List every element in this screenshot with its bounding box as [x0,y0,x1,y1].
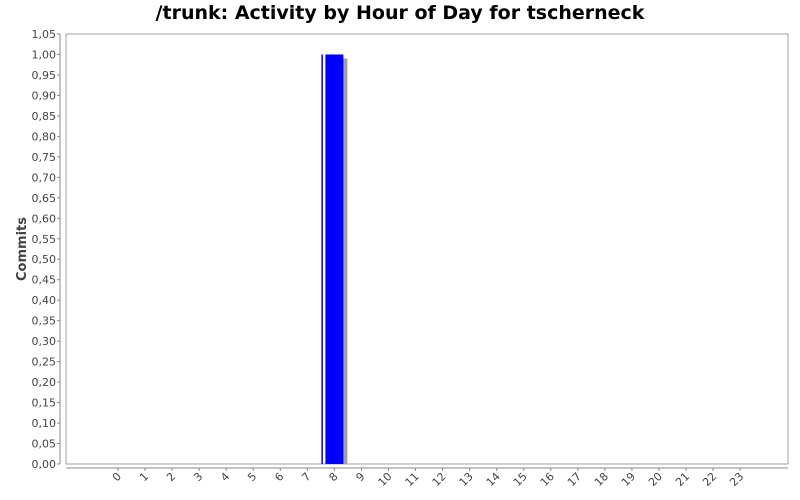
y-tick-label: 0,30 [32,335,57,348]
y-tick-label: 1,00 [32,48,57,61]
y-axis-label: Commits [15,217,30,281]
x-tick-label: 23 [727,470,746,489]
x-tick-label: 21 [673,470,692,489]
bars [321,54,348,464]
x-tick-label: 15 [511,470,530,489]
bar [325,54,344,464]
x-tick-label: 4 [218,470,232,484]
x-tick-label: 1 [137,470,151,484]
y-tick-label: 0,95 [32,69,57,82]
y-tick-label: 0,40 [32,294,57,307]
x-tick-label: 18 [592,470,611,489]
x-tick-label: 12 [430,470,449,489]
x-tick-label: 8 [326,470,340,484]
y-tick-label: 0,25 [32,356,57,369]
y-tick-label: 0,90 [32,89,57,102]
y-tick-label: 0,80 [32,130,57,143]
x-tick-label: 16 [538,470,557,489]
y-tick-label: 0,65 [32,192,57,205]
x-tick-label: 6 [272,470,286,484]
y-tick-label: 0,15 [32,397,57,410]
chart-title: /trunk: Activity by Hour of Day for tsch… [155,2,645,24]
x-tick-label: 20 [646,470,665,489]
x-tick-label: 22 [700,470,719,489]
x-tick-label: 14 [484,470,503,489]
x-tick-label: 11 [403,470,422,489]
y-tick-label: 0,60 [32,212,57,225]
x-tick-label: 19 [619,470,638,489]
plot-area [65,33,789,465]
y-tick-label: 0,05 [32,438,57,451]
x-tick-label: 13 [457,470,476,489]
x-tick-label: 10 [376,470,395,489]
x-tick-label: 2 [164,470,178,484]
bar-outline [321,54,323,464]
y-axis: 0,00 0,05 0,10 0,15 0,20 0,25 0,30 0,35 0,40 0,45… [32,28,61,471]
y-tick-label: 0,35 [32,315,57,328]
y-tick-label: 0,45 [32,274,57,287]
y-tick-label: 0,70 [32,171,57,184]
y-tick-label: 0,75 [32,151,57,164]
x-tick-label: 7 [299,470,313,484]
x-tick-label: 0 [110,470,124,484]
y-tick-label: 0,00 [32,458,57,471]
y-tick-label: 0,55 [32,233,57,246]
x-tick-label: 9 [353,470,367,484]
x-tick-label: 5 [245,470,259,484]
y-tick-label: 0,50 [32,253,57,266]
y-tick-label: 0,85 [32,110,57,123]
y-tick-label: 0,20 [32,376,57,389]
x-tick-label: 3 [191,470,205,484]
x-axis: 0 1 2 3 4 5 6 7 8 9 10 11 12 13 14 15 16 17 18 19 20 21 22 23 [66,467,788,489]
y-tick-label: 0,10 [32,417,57,430]
x-tick-label: 17 [565,470,584,489]
y-tick-label: 1,05 [32,28,57,41]
